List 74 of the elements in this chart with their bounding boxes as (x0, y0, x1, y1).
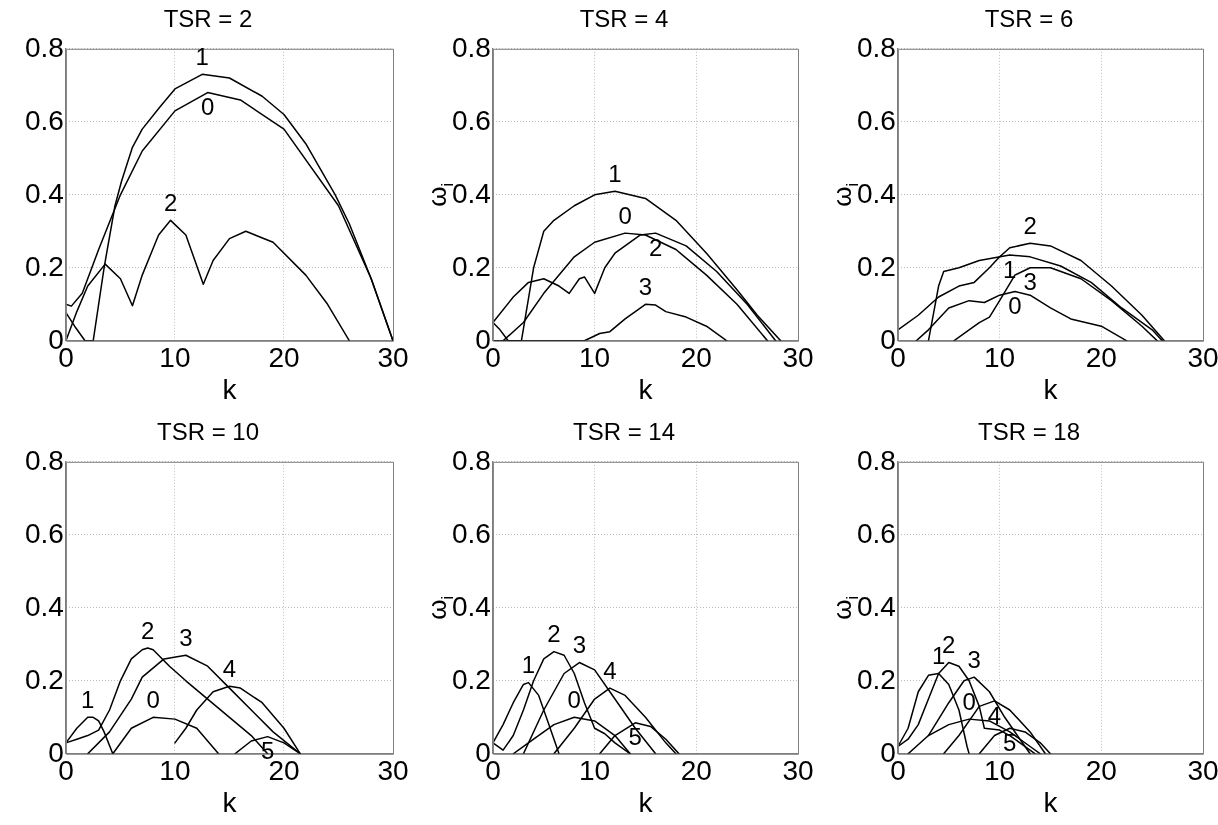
y-tick-label: 0.6 (451, 104, 491, 136)
chart-title: TSR = 4 (579, 5, 669, 33)
y-tick-label: 0.8 (24, 444, 64, 476)
y-tick-label: 0.2 (24, 250, 64, 282)
y-tick-label: 0.6 (856, 104, 896, 136)
y-tick-label: 0.8 (24, 31, 64, 63)
series-label: 2 (1023, 211, 1037, 239)
chart-title: TSR = 18 (977, 418, 1081, 446)
series-label: 0 (567, 685, 581, 713)
series-label: 5 (628, 723, 642, 751)
y-tick-label: 0.8 (856, 31, 896, 63)
series-label: 3 (967, 645, 981, 673)
x-tick-label: 30 (782, 342, 814, 374)
series-label: 0 (146, 685, 160, 713)
series-label: 1 (521, 651, 536, 679)
x-tick-label: 10 (159, 755, 191, 787)
x-tick-label: 10 (579, 755, 611, 787)
series-label: 3 (638, 272, 653, 300)
x-tick-label: 30 (1187, 342, 1218, 374)
y-tick-label: 0.2 (856, 663, 896, 695)
series-label: 4 (603, 656, 617, 684)
y-tick-label: 0.8 (451, 31, 491, 63)
y-tick-label: 0.6 (24, 104, 64, 136)
x-tick-label: 30 (377, 342, 409, 374)
x-tick-label: 10 (159, 342, 191, 374)
y-tick-label: 0.2 (24, 663, 64, 695)
series-label: 1 (608, 159, 622, 187)
x-tick-label: 10 (984, 342, 1016, 374)
y-tick-label: 0.4 (24, 177, 64, 209)
x-axis-title: k (638, 786, 654, 818)
chart-title: TSR = 6 (984, 5, 1074, 33)
x-tick-label: 20 (268, 342, 300, 374)
series-label: 0 (618, 201, 632, 229)
x-tick-label: 30 (1187, 755, 1218, 787)
y-tick-label: 0.2 (451, 663, 491, 695)
x-tick-label: 20 (1085, 755, 1117, 787)
series-label: 1 (195, 42, 209, 70)
series-label: 4 (222, 654, 237, 682)
x-tick-label: 20 (1085, 342, 1117, 374)
chart-title: TSR = 14 (572, 418, 676, 446)
x-axis-title: k (222, 373, 238, 405)
series-label: 3 (572, 631, 587, 659)
y-tick-label: 0.2 (451, 250, 491, 282)
y-tick-label: 0.8 (451, 444, 491, 476)
x-tick-label: 30 (377, 755, 409, 787)
x-tick-label: 10 (579, 342, 611, 374)
y-tick-label: 0.6 (24, 517, 64, 549)
series-label: 2 (163, 188, 178, 216)
x-axis-title: k (638, 373, 654, 405)
x-tick-label: 10 (984, 755, 1016, 787)
y-tick-label: 0.2 (856, 250, 896, 282)
x-axis-title: k (222, 786, 238, 818)
series-label: 5 (1003, 728, 1017, 756)
series-label: 1 (81, 685, 95, 713)
series-label: 0 (200, 93, 215, 121)
series-label: 4 (987, 701, 1002, 729)
series-label: 3 (179, 623, 193, 651)
series-label: 3 (1023, 268, 1037, 296)
series-label: 2 (547, 620, 561, 648)
series-label: 0 (962, 687, 976, 715)
x-tick-label: 20 (680, 342, 712, 374)
x-axis-title: k (1043, 786, 1059, 818)
series-label: 0 (1008, 292, 1022, 320)
x-tick-label: 30 (782, 755, 814, 787)
series-label: 2 (141, 616, 155, 644)
y-tick-label: 0.8 (856, 444, 896, 476)
x-tick-label: 20 (680, 755, 712, 787)
y-tick-label: 0.6 (856, 517, 896, 549)
chart-title: TSR = 10 (156, 418, 260, 446)
y-tick-label: 0.6 (451, 517, 491, 549)
x-axis-title: k (1043, 373, 1059, 405)
y-tick-label: 0.4 (24, 590, 64, 622)
chart-title: TSR = 2 (163, 5, 253, 33)
series-label: 1 (1003, 255, 1017, 283)
